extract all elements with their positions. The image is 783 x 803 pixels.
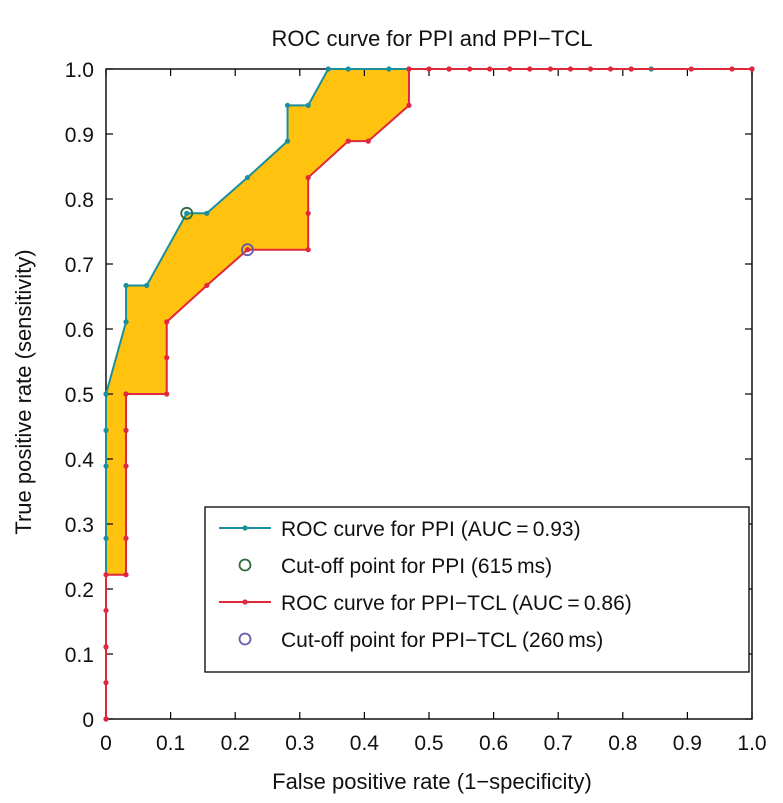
series-point-2	[446, 66, 452, 72]
series-point-2	[164, 355, 170, 361]
series-point-2	[123, 535, 129, 541]
series-point-2	[123, 391, 129, 397]
y-tick-label: 0.5	[65, 384, 94, 407]
series-point-1	[284, 102, 291, 108]
x-tick-label: 0.9	[673, 732, 702, 755]
legend-circle-swatch	[238, 558, 252, 572]
series-point-1	[325, 66, 331, 72]
series-point-2	[547, 66, 554, 72]
series-point-1	[284, 138, 291, 144]
x-tick-label: 0.5	[414, 732, 443, 755]
x-tick-label: 0.3	[285, 732, 314, 755]
series-point-1	[204, 210, 210, 216]
series-point-2	[527, 66, 533, 72]
series-point-2	[567, 66, 574, 72]
series-point-2	[123, 463, 129, 469]
series-point-2	[749, 66, 755, 72]
series-point-2	[345, 138, 351, 144]
x-tick-label: 0.4	[350, 732, 380, 755]
series-point-2	[607, 66, 614, 72]
legend-entry: Cut-off point for PPI−TCL (260 ms)	[281, 629, 603, 652]
x-tick-label: 0.1	[156, 732, 185, 755]
legend-dot-swatch	[242, 599, 248, 605]
y-tick-label: 1.0	[65, 59, 94, 82]
legend-entry: ROC curve for PPI (AUC = 0.93)	[281, 518, 581, 541]
y-axis-label: True positive rate (sensitivity)	[11, 249, 36, 534]
series-point-2	[305, 210, 311, 216]
series-point-1	[244, 174, 251, 181]
series-point-2	[123, 572, 129, 578]
series-point-2	[365, 138, 371, 144]
series-point-2	[103, 644, 109, 650]
legend-entry: Cut-off point for PPI (615 ms)	[281, 555, 552, 578]
legend-dot-swatch	[242, 525, 248, 531]
series-point-1	[103, 391, 109, 397]
series-point-1	[144, 282, 150, 289]
series-point-2	[164, 391, 170, 397]
legend-circle-swatch	[238, 632, 252, 646]
series-point-1	[103, 463, 109, 469]
series-point-2	[103, 680, 109, 686]
series-point-2	[729, 66, 735, 72]
plot-area: 0 0.1 0.2 0.3 0.4 0.5 0.6 0.7 0.8 0.9 1.0 0 0.1 0.2 0.…	[65, 59, 767, 755]
series-point-2	[628, 66, 634, 72]
series-point-2	[507, 66, 513, 72]
x-tick-label: 1.0	[737, 732, 766, 755]
x-tick-label: 0.2	[221, 732, 250, 755]
series-point-2	[123, 427, 129, 433]
y-tick-label: 0.6	[65, 319, 94, 342]
series-point-2	[103, 607, 109, 614]
x-tick-label: 0.8	[608, 732, 637, 755]
fill-between-curves	[106, 69, 752, 719]
series-line-2	[105, 68, 752, 719]
y-tick-label: 0.7	[65, 254, 94, 277]
cutoff-point-2	[241, 243, 254, 257]
series-point-1	[103, 427, 109, 433]
y-tick-label: 0	[82, 709, 94, 732]
series-point-2	[204, 282, 210, 289]
legend-entry: ROC curve for PPI−TCL (AUC = 0.86)	[281, 592, 632, 615]
series-point-1	[184, 210, 190, 216]
series-point-2	[406, 102, 412, 108]
x-tick-label: 0.7	[544, 732, 573, 755]
series-point-2	[587, 66, 594, 72]
chart-title: ROC curve for PPI and PPI−TCL	[272, 26, 593, 51]
series-point-2	[244, 247, 251, 253]
series-point-1	[386, 66, 392, 72]
y-tick-label: 0.2	[65, 579, 94, 602]
series-point-2	[406, 66, 412, 72]
cutoff-point-1	[180, 206, 194, 220]
series-point-2	[305, 247, 311, 253]
series-point-2	[467, 66, 473, 72]
x-tick-label: 0.6	[479, 732, 508, 755]
series-point-1	[123, 319, 129, 325]
y-tick-label: 0.3	[65, 514, 94, 537]
series-point-2	[487, 66, 493, 72]
series-point-2	[426, 66, 432, 72]
series-point-1	[123, 282, 129, 289]
series-point-1	[345, 66, 351, 72]
series-point-1	[305, 102, 311, 108]
series-point-2	[103, 572, 109, 578]
series-point-2	[305, 174, 311, 181]
legend-box	[204, 506, 750, 673]
series-point-2	[103, 716, 109, 722]
series-point-1	[103, 535, 109, 541]
y-tick-label: 0.4	[65, 449, 95, 472]
x-tick-label: 0	[100, 732, 112, 755]
series-point-2	[164, 319, 170, 325]
series-point-2	[688, 66, 694, 72]
y-tick-label: 0.8	[65, 189, 94, 212]
y-tick-label: 0.9	[65, 124, 94, 147]
x-axis-label: False positive rate (1−specificity)	[272, 769, 592, 794]
y-tick-label: 0.1	[65, 644, 94, 667]
